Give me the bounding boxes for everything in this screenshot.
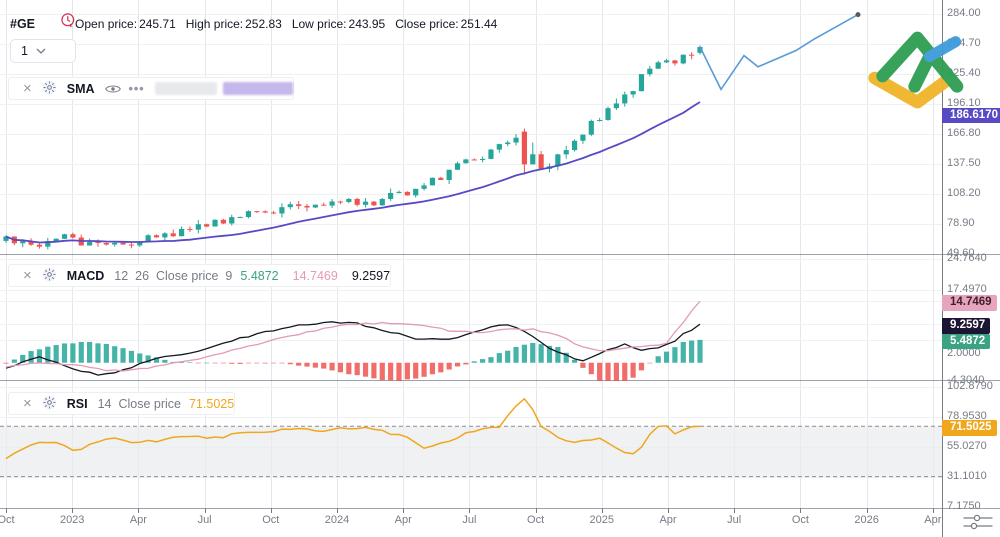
svg-text:z: z xyxy=(70,23,73,29)
